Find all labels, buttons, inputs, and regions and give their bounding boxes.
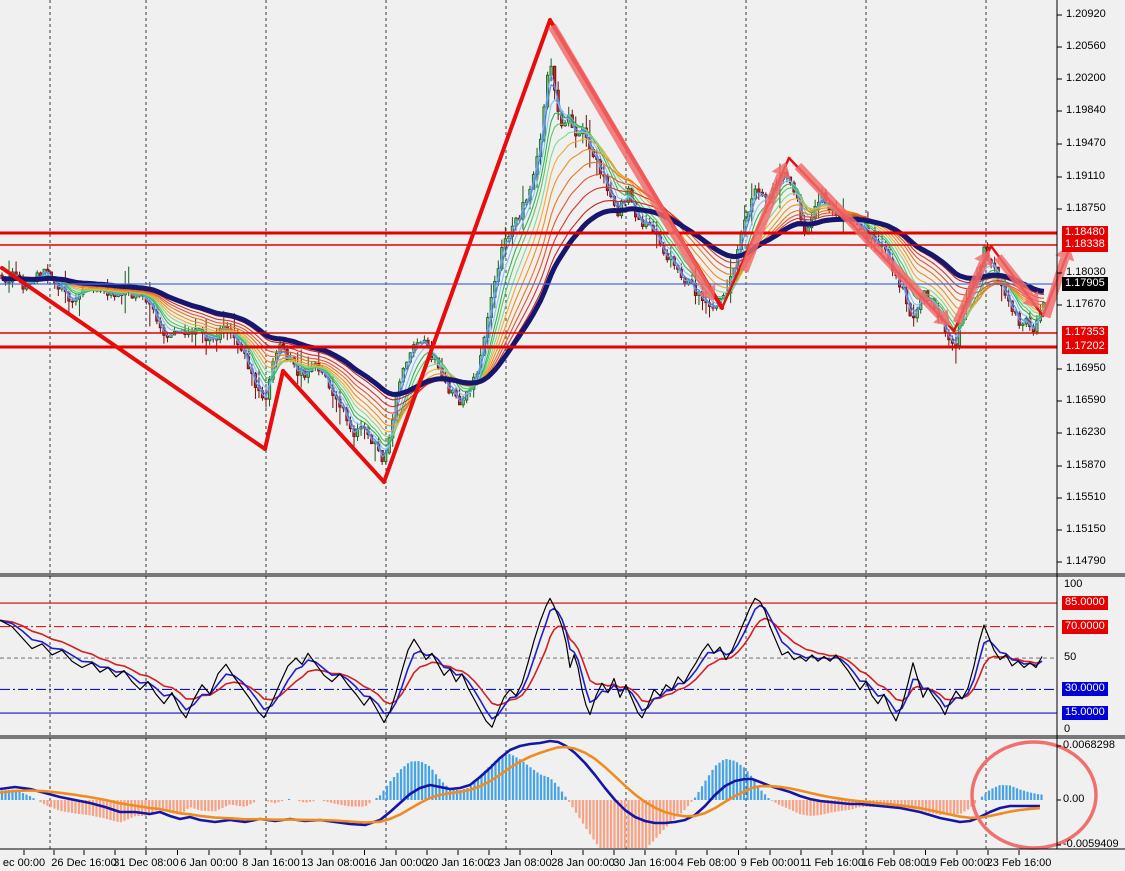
- oscillator-tick-label: 50: [1064, 651, 1077, 663]
- date-label: ec 00:00: [2, 857, 46, 869]
- price-level-label: 1.18338: [1062, 238, 1108, 252]
- date-label: 9 Feb 00:00: [740, 857, 800, 869]
- price-tick-label: 1.19470: [1066, 137, 1106, 149]
- price-tick-label: 1.19110: [1066, 170, 1105, 182]
- date-label: 23 Jan 08:00: [488, 857, 552, 869]
- date-label: 30 Jan 16:00: [613, 857, 677, 869]
- oscillator-level-label: 15.0000: [1062, 706, 1108, 720]
- date-label: 16 Jan 00:00: [364, 857, 428, 869]
- price-tick-label: 1.18030: [1066, 266, 1106, 278]
- price-tick-label: 1.15150: [1066, 523, 1106, 535]
- price-tick-label: 1.17670: [1066, 298, 1106, 310]
- price-level-label: 1.17202: [1062, 340, 1108, 354]
- price-tick-label: 1.16230: [1066, 426, 1106, 438]
- price-tick-label: 1.14790: [1066, 555, 1106, 567]
- price-tick-label: 1.19840: [1066, 104, 1106, 116]
- price-tick-label: 1.20920: [1066, 8, 1106, 20]
- macd-tick-label: 0.00: [1063, 793, 1085, 805]
- date-label: 31 Dec 08:00: [113, 857, 179, 869]
- oscillator-tick-label: 100: [1064, 578, 1083, 590]
- date-label: 19 Feb 00:00: [924, 857, 990, 869]
- oscillator-level-label: 30.0000: [1062, 682, 1108, 696]
- price-tick-label: 1.20200: [1066, 72, 1106, 84]
- date-label: 20 Jan 16:00: [426, 857, 490, 869]
- date-label: 28 Jan 00:00: [551, 857, 615, 869]
- price-level-label: 1.18480: [1062, 226, 1108, 240]
- date-label: 4 Feb 08:00: [677, 857, 737, 869]
- date-label: 8 Jan 16:00: [242, 857, 300, 869]
- price-tick-label: 1.16950: [1066, 362, 1106, 374]
- date-label: 13 Jan 08:00: [301, 857, 365, 869]
- price-level-label: 1.17353: [1062, 326, 1108, 340]
- date-label: 23 Feb 16:00: [986, 857, 1052, 869]
- oscillator-level-label: 70.0000: [1062, 620, 1108, 634]
- price-tick-label: 1.15510: [1066, 491, 1106, 503]
- oscillator-tick-label: 0: [1064, 723, 1071, 735]
- date-label: 16 Feb 08:00: [861, 857, 927, 869]
- oscillator-level-label: 85.0000: [1062, 596, 1108, 610]
- date-label: 26 Dec 16:00: [51, 857, 117, 869]
- price-axis[interactable]: [1058, 0, 1125, 849]
- price-tick-label: 1.15870: [1066, 459, 1106, 471]
- price-tick-label: 1.18750: [1066, 202, 1106, 214]
- price-level-label: 1.17905: [1062, 277, 1108, 291]
- date-label: 6 Jan 00:00: [180, 857, 238, 869]
- macd-tick-label: -0.0059409: [1063, 838, 1119, 850]
- price-tick-label: 1.16590: [1066, 394, 1106, 406]
- price-tick-label: 1.20560: [1066, 40, 1106, 52]
- date-label: 11 Feb 16:00: [799, 857, 865, 869]
- macd-tick-label: 0.0068298: [1063, 739, 1115, 751]
